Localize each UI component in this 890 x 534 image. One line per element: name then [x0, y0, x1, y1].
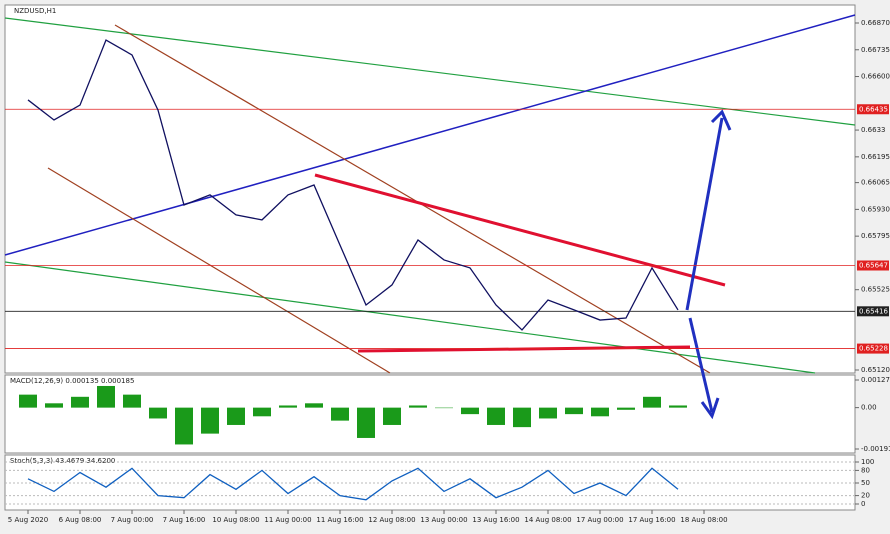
y-tick-label: 0.65120 [861, 366, 890, 374]
y-tick-label: 0.66870 [861, 19, 890, 27]
x-tick-label: 5 Aug 2020 [8, 516, 48, 524]
macd-bar [565, 407, 583, 415]
macd-bar [71, 396, 89, 408]
resistance-line [314, 173, 726, 287]
support-line [357, 345, 691, 353]
macd-bar [643, 396, 661, 408]
macd-bar [669, 405, 687, 408]
x-tick-label: 17 Aug 16:00 [628, 516, 675, 524]
macd-bar [487, 407, 505, 425]
macd-bar [357, 407, 375, 438]
x-tick-label: 11 Aug 16:00 [316, 516, 363, 524]
macd-bar [175, 407, 193, 445]
x-tick-label: 7 Aug 00:00 [111, 516, 154, 524]
price-line [27, 467, 679, 501]
macd-bar [45, 403, 63, 408]
y-tick-label: 0.00 [861, 404, 877, 412]
macd-bar [539, 407, 557, 419]
y-tick-label: 0.66065 [861, 179, 890, 187]
macd-bar [123, 394, 141, 408]
y-tick-label: 0.66600 [861, 73, 890, 81]
price-level-label: 0.65416 [859, 307, 888, 315]
macd-bar [149, 407, 167, 419]
macd-bar [279, 405, 297, 408]
macd-bar [97, 385, 115, 408]
stoch-title: Stoch(5,3,3) 43.4679 34.6200 [10, 457, 115, 465]
x-tick-label: 14 Aug 08:00 [524, 516, 571, 524]
macd-bar [591, 407, 609, 417]
macd-bar [227, 407, 245, 425]
macd-bar [305, 403, 323, 408]
macd-bar [19, 394, 37, 408]
x-tick-label: 17 Aug 00:00 [576, 516, 623, 524]
x-tick-label: 13 Aug 00:00 [420, 516, 467, 524]
macd-title: MACD(12,26,9) 0.000135 0.000185 [10, 377, 134, 385]
y-tick-label: 50 [861, 479, 870, 487]
arrow-up [685, 109, 732, 311]
y-tick-label: 0.6633 [861, 126, 886, 134]
macd-bar [383, 407, 401, 425]
x-tick-label: 12 Aug 08:00 [368, 516, 415, 524]
trendline [4, 17, 856, 126]
macd-bar [331, 407, 349, 421]
y-tick-label: 0.66735 [861, 46, 890, 54]
price-level-label: 0.65647 [859, 262, 888, 270]
x-tick-label: 11 Aug 00:00 [264, 516, 311, 524]
macd-bar [461, 407, 479, 415]
channel-line [47, 167, 391, 374]
x-tick-label: 13 Aug 16:00 [472, 516, 519, 524]
price-panel [4, 4, 856, 374]
y-tick-label: 0.65930 [861, 205, 890, 213]
drawings [4, 14, 856, 420]
price-level-label: 0.66435 [859, 105, 888, 113]
y-tick-label: 0.001276 [861, 376, 890, 384]
price-line [27, 39, 679, 331]
trendline [4, 14, 856, 256]
y-tick-label: 100 [861, 458, 874, 466]
macd-bar [201, 407, 219, 434]
price-label-box [857, 343, 889, 354]
macd-bar [513, 407, 531, 428]
price-label-box [857, 104, 889, 115]
macd-bar [435, 407, 453, 409]
y-tick-label: 0 [861, 500, 865, 508]
y-tick-label: 0.65525 [861, 286, 890, 294]
trendline [4, 261, 816, 374]
macd-bar [409, 405, 427, 408]
y-tick-label: 0.66195 [861, 153, 890, 161]
macd-panel [4, 374, 856, 454]
price-label-box [857, 260, 889, 271]
chart-title: NZDUSD,H1 [14, 7, 56, 15]
y-tick-label: 80 [861, 466, 870, 474]
price-label-box [857, 306, 889, 317]
y-tick-label: 0.65795 [861, 232, 890, 240]
price-level-label: 0.65228 [859, 345, 888, 353]
x-tick-label: 18 Aug 08:00 [680, 516, 727, 524]
x-tick-label: 7 Aug 16:00 [163, 516, 206, 524]
macd-bar [253, 407, 271, 417]
macd-bar [617, 407, 635, 410]
channel-line [114, 24, 711, 374]
y-tick-label: 20 [861, 492, 870, 500]
arrow-down [688, 317, 720, 420]
x-tick-label: 6 Aug 08:00 [59, 516, 102, 524]
x-tick-label: 10 Aug 08:00 [212, 516, 259, 524]
